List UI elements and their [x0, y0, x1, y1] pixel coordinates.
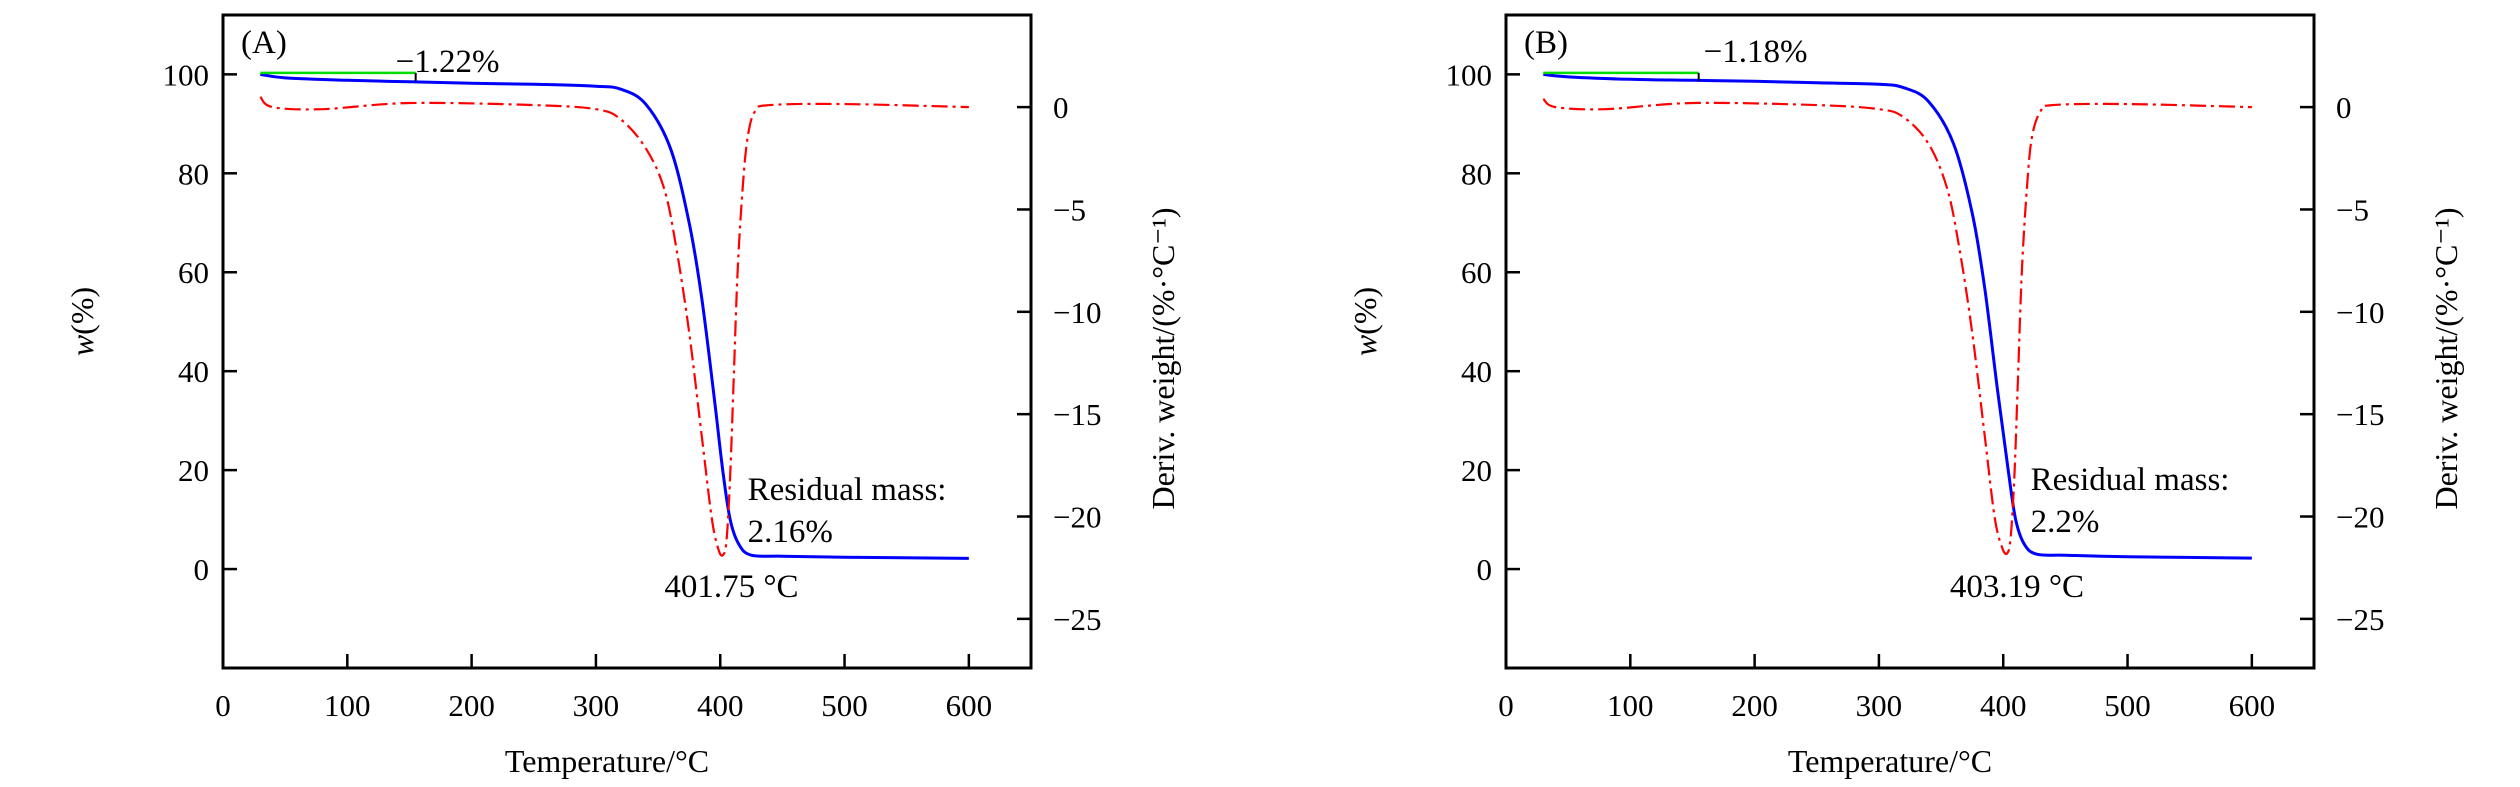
y-axis-label: w(%) — [64, 287, 100, 356]
y2-tick-label: −5 — [2336, 192, 2369, 227]
x-tick-label: 300 — [1856, 688, 1903, 723]
x-tick-label: 300 — [573, 688, 620, 723]
y-axis-label-var: w — [64, 334, 100, 356]
y2-tick-label: −15 — [1053, 397, 1101, 432]
peak-temperature-label: 403.19 °C — [1950, 569, 2084, 605]
y2-tick-label: −25 — [2336, 602, 2384, 637]
x-tick-label: 0 — [215, 688, 231, 723]
x-tick-label: 0 — [1498, 688, 1514, 723]
y-tick-label: 60 — [178, 255, 209, 290]
y-tick-label: 20 — [178, 453, 209, 488]
series-tg-line — [260, 72, 969, 560]
y-tick-label: 80 — [178, 156, 209, 191]
series-dtg-line — [259, 96, 969, 557]
y-tick-label: 40 — [178, 354, 209, 389]
y2-tick-label: −10 — [2336, 295, 2384, 330]
y2-axis-label: Deriv. weight/(%·°C⁻¹) — [1145, 207, 1181, 509]
x-tick-label: 100 — [1607, 688, 1654, 723]
y-tick-label: 80 — [1461, 156, 1492, 191]
panel-label: (A) — [241, 25, 287, 61]
y-axis-label: w(%) — [1347, 287, 1383, 356]
x-tick-label: 500 — [2104, 688, 2151, 723]
y2-tick-label: −25 — [1053, 602, 1101, 637]
x-tick-label: 400 — [1980, 688, 2027, 723]
residual-mass-label: Residual mass: — [2031, 462, 2230, 498]
y2-tick-label: −20 — [2336, 500, 2384, 535]
residual-mass-label: Residual mass: — [748, 472, 947, 508]
chart-panel-a: 0 100 200 300 400 500 600 0 20 40 60 80 100 0 −5 −10 −15… — [64, 13, 1181, 779]
y-tick-label: 60 — [1461, 255, 1492, 290]
plot-frame — [1504, 13, 2316, 670]
series-tg-line — [1543, 72, 2252, 560]
y2-tick-label: −15 — [2336, 397, 2384, 432]
x-tick-label: 600 — [2229, 688, 2276, 723]
x-tick-label: 200 — [448, 688, 495, 723]
chart-panel-b: 0 100 200 300 400 500 600 0 20 40 60 80 100 0 −5 −10 −15… — [1347, 13, 2464, 779]
y-axis-label-var: w — [1347, 334, 1383, 356]
y-tick-label: 20 — [1461, 453, 1492, 488]
y-axis-label-unit: (%) — [64, 287, 100, 335]
y2-tick-label: −5 — [1053, 192, 1086, 227]
y-axis-label-unit: (%) — [1347, 287, 1383, 335]
y2-tick-label: −20 — [1053, 500, 1101, 535]
x-tick-label: 400 — [697, 688, 744, 723]
plot-frame — [221, 13, 1033, 670]
y2-tick-label: 0 — [1053, 90, 1069, 125]
panel-label: (B) — [1524, 25, 1568, 61]
y-tick-label: 100 — [1446, 57, 1493, 92]
residual-mass-value: 2.16% — [748, 514, 833, 550]
mass-loss-label: −1.22% — [396, 44, 500, 80]
y2-axis-label: Deriv. weight/(%·°C⁻¹) — [2428, 207, 2464, 509]
peak-temperature-label: 401.75 °C — [664, 569, 798, 605]
x-tick-label: 600 — [946, 688, 993, 723]
y-tick-label: 40 — [1461, 354, 1492, 389]
x-tick-label: 500 — [821, 688, 868, 723]
series-dtg-line — [1542, 98, 2252, 556]
y-tick-label: 100 — [163, 57, 210, 92]
residual-mass-value: 2.2% — [2031, 504, 2100, 540]
y2-tick-label: 0 — [2336, 90, 2352, 125]
y-tick-label: 0 — [194, 552, 210, 587]
x-tick-label: 100 — [324, 688, 371, 723]
y-tick-label: 0 — [1477, 552, 1493, 587]
x-tick-label: 200 — [1731, 688, 1778, 723]
mass-loss-label: −1.18% — [1704, 34, 1808, 70]
x-axis-label: Temperature/°C — [1788, 743, 1992, 779]
y2-tick-label: −10 — [1053, 295, 1101, 330]
x-axis-label: Temperature/°C — [505, 743, 709, 779]
